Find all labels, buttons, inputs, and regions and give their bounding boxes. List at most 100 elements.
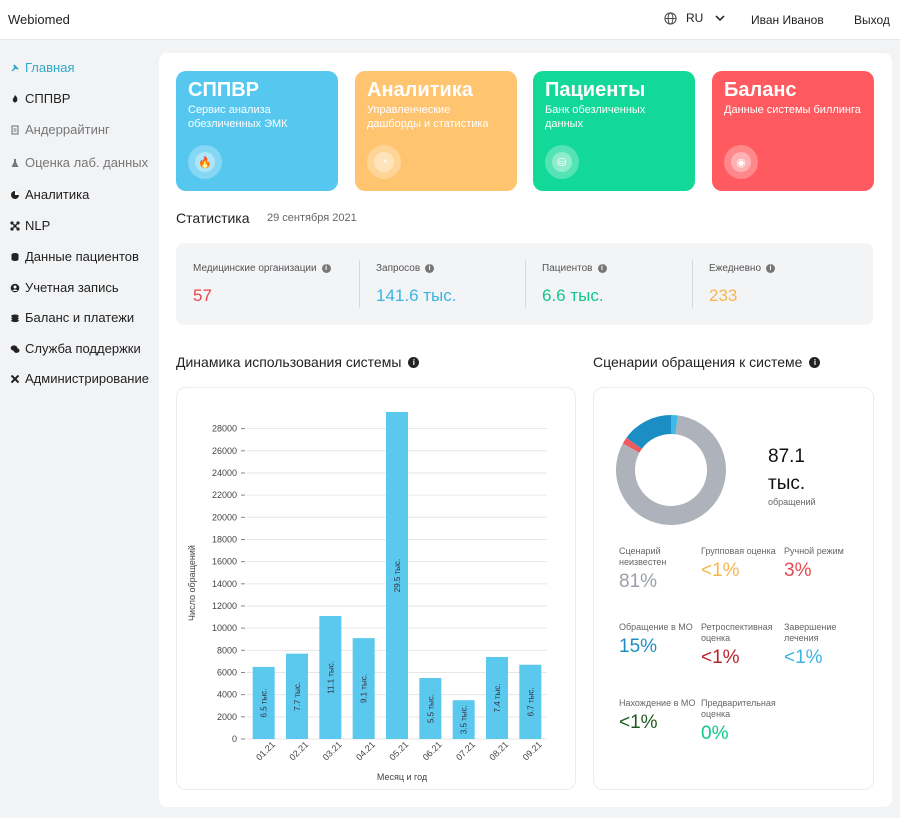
- info-icon[interactable]: i: [425, 264, 435, 273]
- donut-slice: [622, 437, 642, 453]
- sidebar-item[interactable]: Аналитика: [10, 187, 89, 202]
- bar-data-label: 11.1 тыс.: [326, 661, 335, 694]
- y-tick-label: 6000: [217, 667, 237, 677]
- service-card[interactable]: Пациенты Банк обезличенных данных ⛁: [533, 71, 695, 191]
- y-tick-label: 14000: [212, 579, 237, 589]
- bar: [386, 412, 408, 739]
- globe-icon: [664, 11, 677, 25]
- info-icon[interactable]: i: [321, 264, 331, 273]
- scenario-value: <1%: [701, 560, 740, 581]
- info-icon[interactable]: i: [809, 356, 821, 368]
- scenario-value: 3%: [784, 560, 812, 581]
- x-tick-label: 06.21: [421, 739, 444, 762]
- usage-chart-panel: 0 2000 4000 6000 8000 10000 12000 14000 16000 180…: [176, 387, 576, 790]
- sidebar-item[interactable]: Служба поддержки: [10, 341, 141, 356]
- logout-link[interactable]: Выход: [854, 13, 890, 27]
- y-tick-label: 2000: [217, 712, 237, 722]
- sidebar-item[interactable]: NLP: [10, 218, 50, 233]
- card-glyph: ◉: [731, 152, 751, 172]
- bar-data-label: 29.5 тыс.: [393, 559, 402, 592]
- donut-slice: [626, 415, 671, 449]
- stat-divider: [525, 260, 526, 308]
- sidebar-item[interactable]: Андеррайтинг: [10, 122, 110, 137]
- stat-label-text: Медицинские организации: [193, 263, 317, 274]
- card-title: Пациенты: [545, 79, 646, 101]
- sidebar-item[interactable]: Оценка лаб. данных: [10, 155, 148, 170]
- scenario-value: <1%: [784, 647, 823, 668]
- scenario-value: <1%: [619, 712, 658, 733]
- sidebar-item[interactable]: Администрирование: [10, 371, 149, 386]
- service-card[interactable]: Аналитика Управленческие дашборды и стати…: [355, 71, 517, 191]
- info-icon[interactable]: i: [597, 264, 607, 273]
- donut-unit: обращений: [768, 497, 816, 507]
- donut-total: 87.1 тыс.: [768, 446, 806, 494]
- coins-icon: [11, 314, 19, 322]
- stat-value: 233: [709, 286, 738, 305]
- statistics-title: Статистика: [176, 210, 250, 226]
- card-subtitle: Банк обезличенных данных: [545, 104, 646, 130]
- sidebar-item[interactable]: Данные пациентов: [10, 249, 139, 264]
- pin-icon: [11, 64, 19, 71]
- bar-data-label: 6.5 тыс.: [260, 688, 269, 717]
- x-tick-label: 04.21: [354, 739, 377, 762]
- sidebar-item[interactable]: Главная: [10, 60, 74, 75]
- usage-bar-chart: 0 2000 4000 6000 8000 10000 12000 14000 16000 180…: [187, 412, 547, 782]
- stat-divider: [692, 260, 693, 308]
- scenario-label: Завершение лечения: [784, 622, 837, 643]
- statistics-date: 29 сентября 2021: [267, 212, 357, 224]
- scenario-label: Предварительная оценка: [701, 698, 776, 719]
- scenario-item: Сценарий неизвестен 81%: [619, 546, 701, 593]
- x-tick-label: 02.21: [287, 739, 310, 762]
- service-card[interactable]: СППВР Сервис анализа обезличенных ЭМК 🔥: [176, 71, 338, 191]
- language-label: RU: [686, 11, 704, 25]
- sidebar-item-label: Данные пациентов: [25, 249, 139, 264]
- scenario-item: Завершение лечения <1%: [784, 622, 866, 669]
- card-glyph: 🔥: [195, 152, 215, 172]
- x-tick-label: 07.21: [454, 739, 477, 762]
- y-tick-label: 26000: [212, 446, 237, 456]
- y-tick-label: 16000: [212, 557, 237, 567]
- network-icon: [10, 220, 20, 231]
- brand-logo[interactable]: Webiomed: [8, 12, 70, 27]
- bar-data-label: 6.7 тыс.: [526, 687, 535, 716]
- card-glyph: ◔: [374, 152, 394, 172]
- sidebar-item-label: Учетная запись: [25, 280, 119, 295]
- flame-icon: [12, 94, 18, 102]
- bar-data-label: 3.5 тыс.: [460, 705, 469, 734]
- y-tick-label: 22000: [212, 490, 237, 500]
- stat-label: Ежедневно i: [709, 263, 776, 274]
- sidebar-item-label: Администрирование: [25, 371, 149, 386]
- sidebar-item[interactable]: Баланс и платежи: [10, 310, 134, 325]
- tools-icon: [10, 374, 20, 383]
- card-title: Баланс: [724, 79, 797, 101]
- statistics-panel: Медицинские организации i 57 Запросов i 141.6…: [176, 243, 873, 325]
- language-selector[interactable]: RU: [664, 11, 725, 25]
- card-title: Аналитика: [367, 79, 473, 101]
- stat-label-text: Ежедневно: [709, 263, 762, 274]
- card-subtitle: Данные системы биллинга: [724, 104, 861, 116]
- y-tick-label: 12000: [212, 601, 237, 611]
- scenario-label: Нахождение в МО: [619, 698, 696, 708]
- user-name[interactable]: Иван Иванов: [751, 13, 824, 27]
- info-icon[interactable]: i: [408, 356, 420, 368]
- stat-label: Пациентов i: [542, 263, 607, 274]
- info-icon[interactable]: i: [766, 264, 776, 273]
- bar: [419, 678, 442, 739]
- card-title: СППВР: [188, 79, 259, 101]
- scenario-item: Ручной режим 3%: [784, 546, 866, 582]
- scenario-item: Обращение в МО 15%: [619, 622, 701, 658]
- y-tick-label: 8000: [217, 645, 237, 655]
- scenario-value: 15%: [619, 636, 658, 657]
- sidebar-item[interactable]: Учетная запись: [10, 280, 119, 295]
- sidebar-item[interactable]: СППВР: [10, 91, 70, 106]
- pie-icon: [11, 190, 19, 199]
- bar-data-label: 7.7 тыс.: [293, 682, 302, 711]
- scenario-value: 81%: [619, 571, 658, 592]
- x-tick-label: 09.21: [521, 739, 544, 762]
- flask-icon: [11, 158, 19, 167]
- service-card[interactable]: Баланс Данные системы биллинга ◉: [712, 71, 874, 191]
- stat-label: Запросов i: [376, 263, 435, 274]
- y-tick-label: 0: [232, 734, 237, 744]
- card-subtitle: Управленческие дашборды и статистика: [367, 104, 489, 130]
- sidebar-item-label: Служба поддержки: [25, 341, 141, 356]
